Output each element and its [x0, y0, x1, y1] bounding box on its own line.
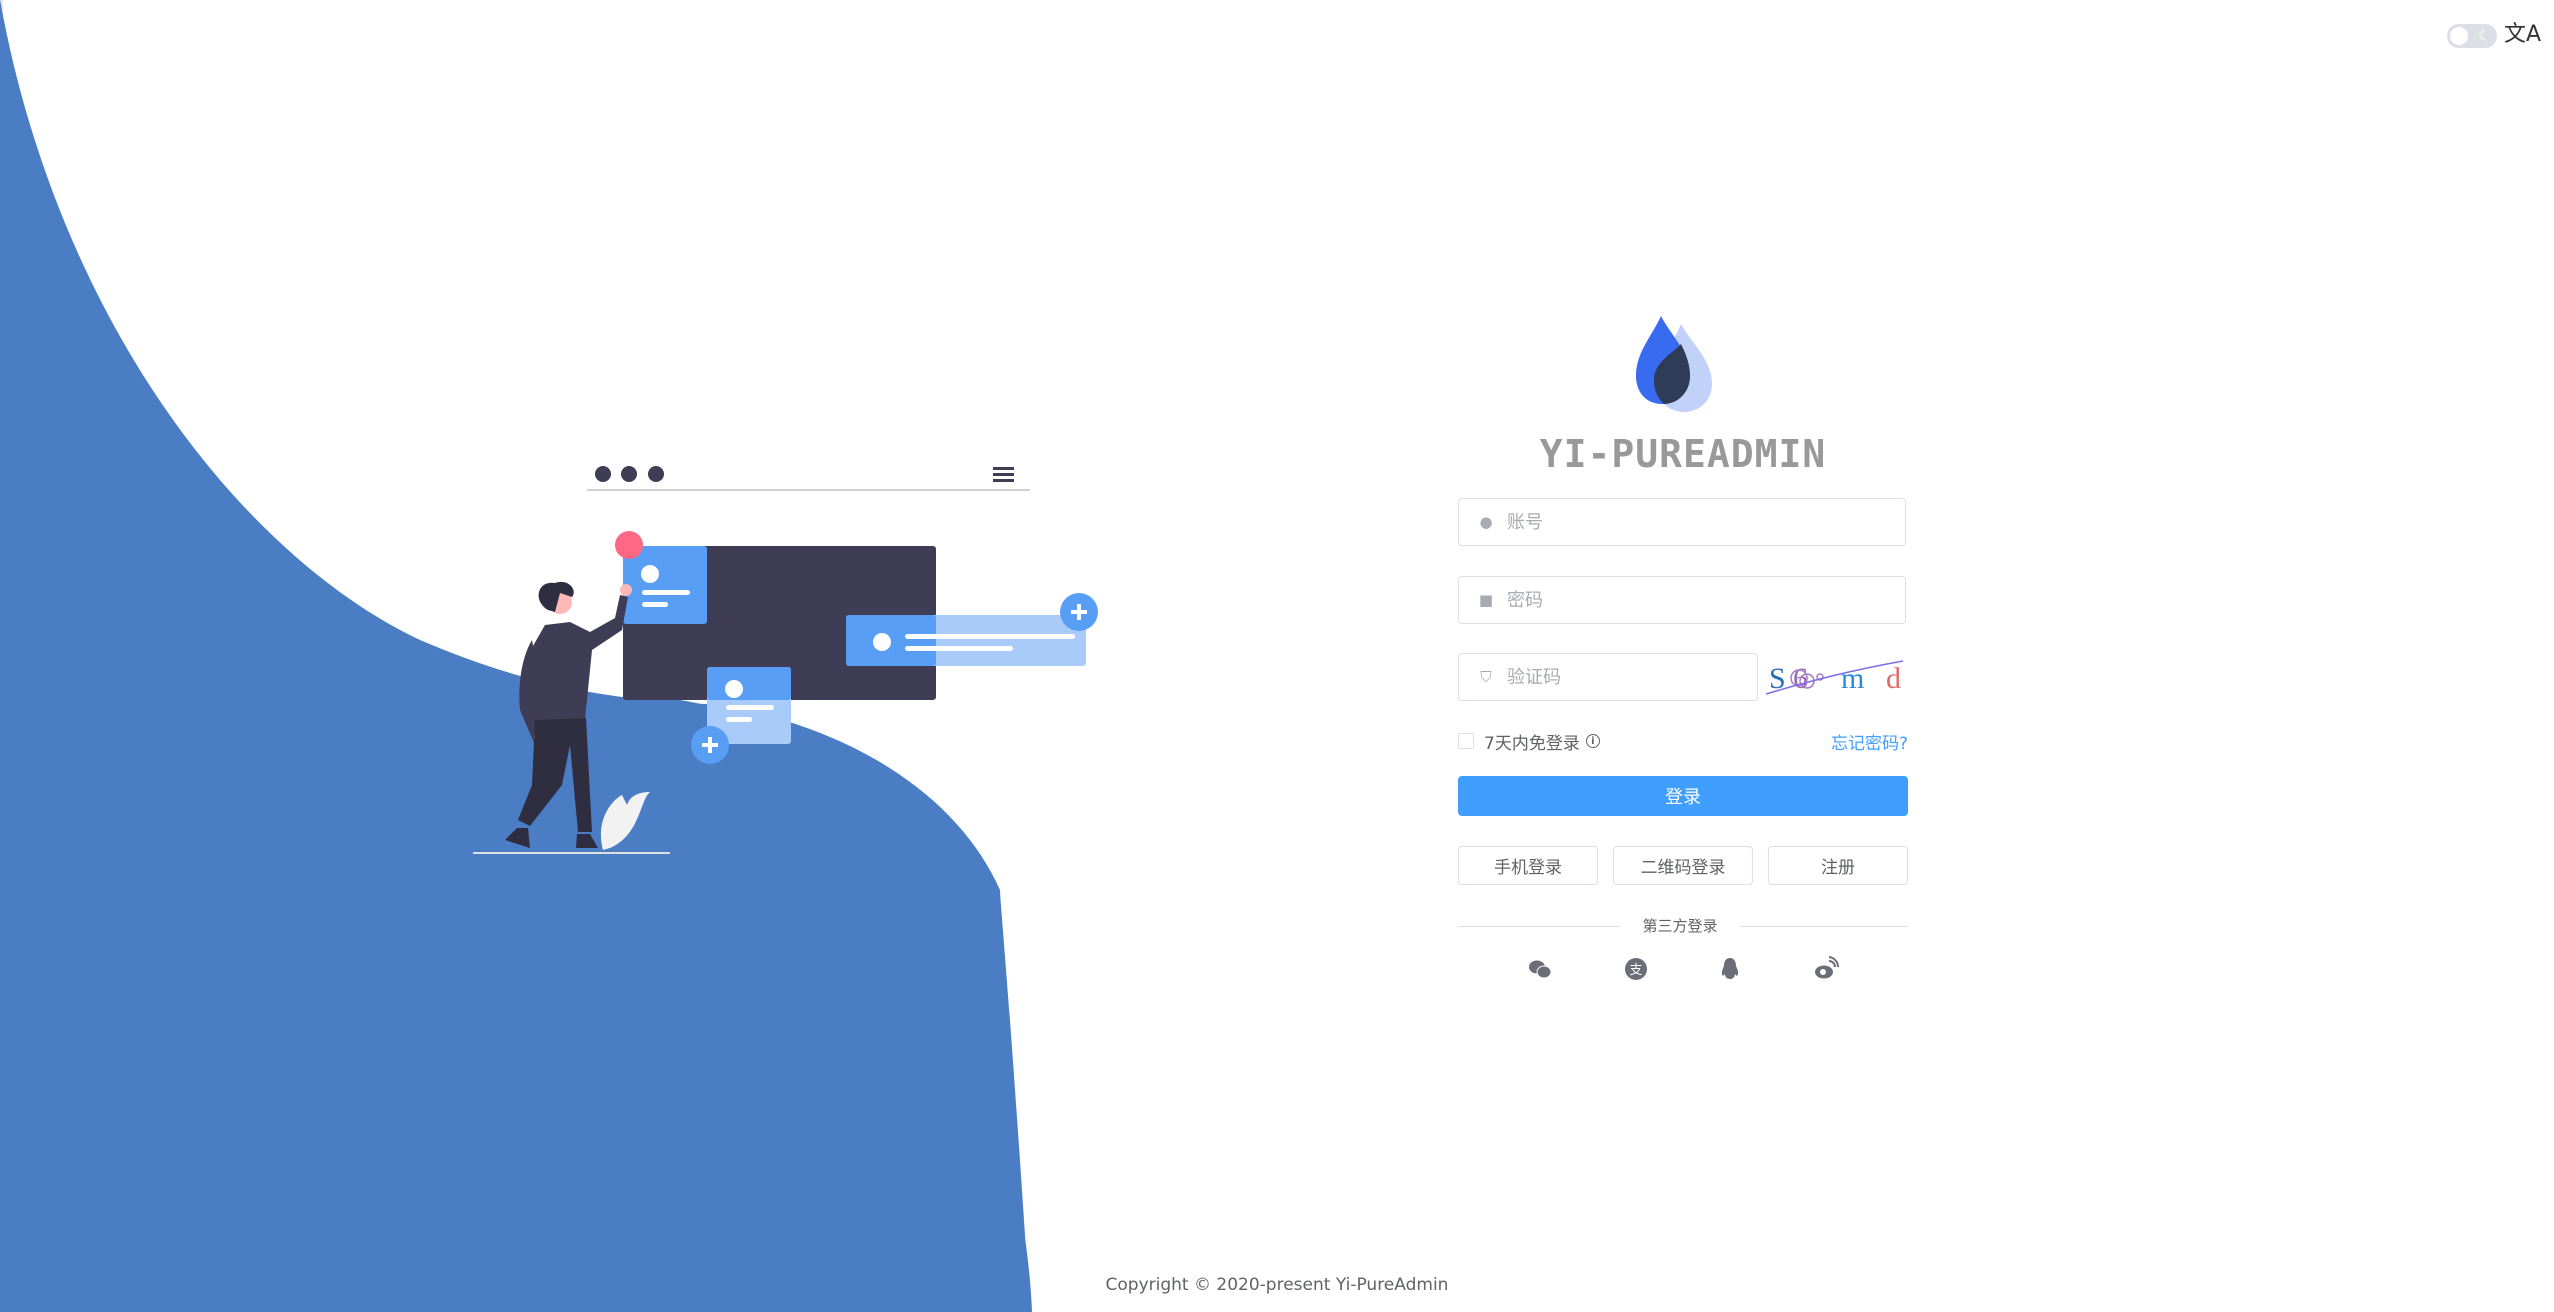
login-button[interactable]: 登录 [1458, 776, 1908, 816]
username-input[interactable] [1505, 510, 1905, 534]
remember-label[interactable]: 7天内免登录 [1484, 733, 1580, 754]
window-dot [595, 466, 611, 482]
shield-icon: ⛉ [1480, 668, 1492, 686]
plus-circle-icon [1060, 593, 1098, 631]
qrcode-login-button[interactable]: 二维码登录 [1613, 846, 1753, 885]
captcha-input[interactable] [1505, 665, 1757, 689]
password-input[interactable] [1505, 588, 1905, 612]
username-field[interactable]: ● [1458, 498, 1906, 546]
translate-icon[interactable]: 文A [2504, 22, 2542, 47]
captcha-char: S [1769, 662, 1786, 695]
register-button[interactable]: 注册 [1768, 846, 1908, 885]
pink-dot [615, 531, 643, 559]
person-figure [505, 581, 632, 848]
window-dot [648, 466, 664, 482]
options-row: 7天内免登录 i 忘记密码? [1458, 728, 1908, 754]
wechat-icon[interactable] [1527, 956, 1553, 982]
sun-icon [2450, 27, 2468, 45]
remember-checkbox[interactable] [1458, 733, 1474, 749]
qq-icon[interactable] [1717, 956, 1743, 982]
ground-line [473, 852, 670, 854]
captcha-char: d [1886, 662, 1901, 695]
card [623, 546, 707, 624]
forgot-password-link[interactable]: 忘记密码? [1830, 733, 1908, 754]
leaf [600, 792, 650, 850]
divider-line [587, 489, 1030, 491]
moon-icon: ☾ [2478, 28, 2491, 44]
svg-text:支: 支 [1629, 963, 1642, 978]
water-drop-logo [1636, 316, 1712, 412]
captcha-field[interactable]: ⛉ [1458, 653, 1758, 701]
user-icon: ● [1479, 513, 1493, 531]
theme-toggle[interactable]: ☾ [2447, 24, 2497, 48]
captcha-char: m [1841, 662, 1864, 695]
weibo-icon[interactable] [1813, 956, 1839, 982]
copyright: Copyright © 2020-present Yi-PureAdmin [1105, 1275, 1449, 1295]
window-dot [621, 466, 637, 482]
app-title: YI-PUREADMIN [1539, 432, 1827, 476]
lock-icon: ■ [1478, 591, 1494, 609]
captcha-image[interactable]: S 6 m d [1763, 650, 1907, 702]
third-party-label: 第三方登录 [1620, 914, 1740, 938]
phone-login-button[interactable]: 手机登录 [1458, 846, 1598, 885]
alipay-icon[interactable]: 支 [1623, 956, 1649, 982]
info-icon[interactable]: i [1585, 734, 1600, 748]
plus-circle-icon [691, 726, 729, 764]
hamburger-icon [993, 467, 1014, 482]
password-field[interactable]: ■ [1458, 576, 1906, 624]
